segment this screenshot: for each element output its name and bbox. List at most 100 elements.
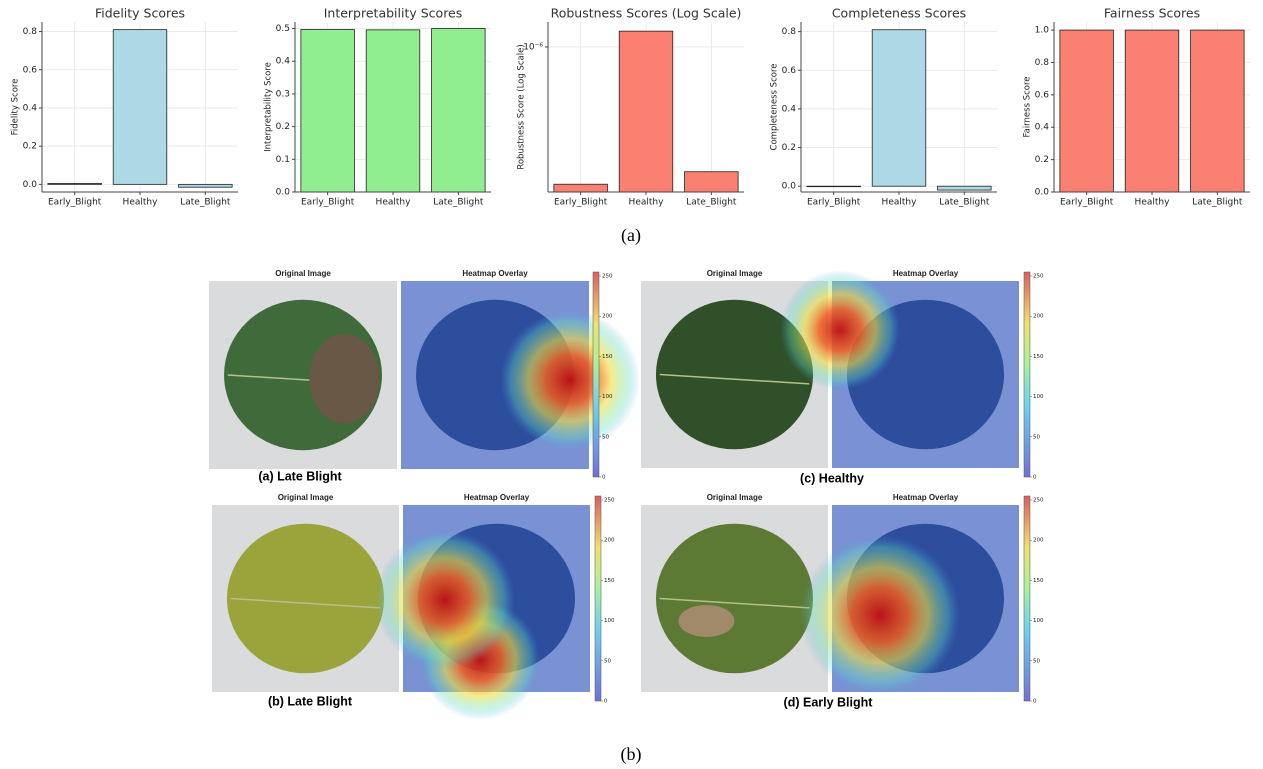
colorbar-tick-label: 100 — [1033, 618, 1044, 624]
y-tick-label: 0.2 — [782, 143, 796, 153]
original-title: Original Image — [278, 493, 334, 502]
heat-spot — [780, 270, 900, 390]
y-tick-label: 0.5 — [276, 24, 290, 34]
bar — [47, 183, 102, 185]
colorbar-tick-label: 150 — [602, 354, 613, 360]
colorbar-tick-label: 150 — [604, 578, 615, 584]
original-title: Original Image — [707, 493, 763, 502]
chart-title: Robustness Scores (Log Scale) — [551, 6, 742, 21]
y-tick-label: 0.6 — [23, 65, 38, 75]
x-tick-label: Early_Blight — [554, 198, 608, 208]
chart-title: Fairness Scores — [1104, 6, 1200, 21]
colorbar-tick-label: 250 — [1033, 498, 1044, 504]
y-tick-label: 0.0 — [782, 182, 797, 192]
colorbar-tick-label: 100 — [1033, 394, 1044, 400]
colorbar-tick-label: 50 — [602, 434, 609, 440]
y-axis-label: Fidelity Score — [11, 79, 21, 136]
x-tick-label: Late_Blight — [1192, 198, 1243, 208]
bar — [300, 29, 355, 193]
overlay-title: Heatmap Overlay — [893, 269, 959, 278]
x-tick-label: Healthy — [123, 198, 159, 208]
x-tick-label: Late_Blight — [939, 198, 990, 208]
colorbar-tick-label: 100 — [604, 618, 615, 624]
bar — [1190, 29, 1245, 193]
leaf-vein — [659, 597, 810, 609]
colorbar-tick-label: 250 — [602, 274, 613, 280]
x-tick-label: Healthy — [629, 198, 665, 208]
colorbar-tick-label: 200 — [1033, 538, 1044, 544]
y-tick-label: 0.1 — [276, 155, 290, 165]
colorbar-tick-label: 150 — [1033, 578, 1044, 584]
y-tick-label: 0.4 — [782, 104, 797, 114]
y-tick-label: 0.3 — [276, 89, 290, 99]
bar — [365, 29, 421, 193]
x-tick-label: Early_Blight — [1060, 198, 1114, 208]
y-tick-label: 0.2 — [23, 142, 37, 152]
x-tick-label: Healthy — [1135, 198, 1171, 208]
y-axis-label: Completeness Score — [770, 64, 780, 151]
colorbar-tick-label: 200 — [604, 538, 615, 544]
y-tick-label: 10⁻⁶ — [523, 42, 543, 52]
chart-title: Completeness Scores — [832, 6, 966, 21]
x-tick-label: Early_Blight — [807, 198, 861, 208]
chart-title: Fidelity Scores — [95, 6, 185, 21]
lesion — [678, 604, 735, 637]
bar — [871, 29, 927, 187]
x-tick-label: Early_Blight — [48, 198, 102, 208]
lesion — [309, 333, 380, 424]
colorbar-tick-label: 200 — [602, 314, 613, 320]
y-tick-label: 0.4 — [1035, 123, 1050, 133]
colorbar-tick-label: 50 — [1033, 658, 1040, 664]
colorbar — [594, 495, 602, 702]
leaf — [226, 523, 385, 674]
bar — [1124, 29, 1180, 193]
y-tick-label: 0.8 — [1035, 58, 1050, 68]
panel-caption: (b) Late Blight — [268, 694, 353, 708]
y-axis-label: Interpretability Score — [264, 62, 274, 152]
x-tick-label: Early_Blight — [301, 198, 355, 208]
y-tick-label: 0.4 — [23, 103, 38, 113]
panel-caption: (c) Healthy — [800, 471, 864, 485]
heat-spot — [375, 530, 515, 670]
heat-spot — [500, 310, 640, 450]
bar — [618, 30, 674, 193]
y-axis-label: Robustness Score (Log Scale) — [517, 44, 527, 169]
y-tick-label: 0.2 — [276, 122, 290, 132]
x-tick-label: Healthy — [882, 198, 918, 208]
bar — [553, 183, 608, 193]
colorbar-tick-label: 100 — [602, 394, 613, 400]
heat-spot — [800, 535, 960, 695]
figure-label: (a) — [621, 225, 641, 246]
y-tick-label: 0.8 — [782, 27, 797, 37]
colorbar-tick-label: 0 — [1033, 475, 1037, 481]
leaf — [655, 299, 814, 450]
y-axis-label: Fairness Score — [1023, 76, 1033, 137]
colorbar-tick-label: 50 — [1033, 434, 1040, 440]
y-tick-label: 0.6 — [1035, 90, 1050, 100]
y-tick-label: 0.6 — [782, 66, 797, 76]
colorbar-tick-label: 150 — [1033, 354, 1044, 360]
y-tick-label: 0.8 — [23, 27, 38, 37]
bar — [178, 183, 233, 188]
overlay-title: Heatmap Overlay — [462, 269, 528, 278]
leaf-vein — [659, 373, 810, 385]
y-tick-label: 0.2 — [1035, 155, 1049, 165]
colorbar — [592, 271, 600, 478]
colorbar-tick-label: 0 — [602, 475, 606, 481]
original-title: Original Image — [707, 269, 763, 278]
panel-caption: (a) Late Blight — [258, 469, 342, 483]
colorbar-tick-label: 0 — [604, 699, 608, 705]
leaf — [655, 523, 814, 674]
colorbar-tick-label: 200 — [1033, 314, 1044, 320]
original-title: Original Image — [275, 269, 331, 278]
figure-label: (b) — [621, 744, 642, 765]
colorbar — [1023, 495, 1031, 702]
y-tick-label: 0.0 — [23, 180, 38, 190]
x-tick-label: Late_Blight — [686, 198, 737, 208]
colorbar-tick-label: 0 — [1033, 699, 1037, 705]
y-tick-label: 0.4 — [276, 57, 291, 67]
y-tick-label: 0.0 — [276, 188, 291, 198]
bar — [684, 171, 739, 193]
panel-caption: (d) Early Blight — [784, 695, 874, 709]
